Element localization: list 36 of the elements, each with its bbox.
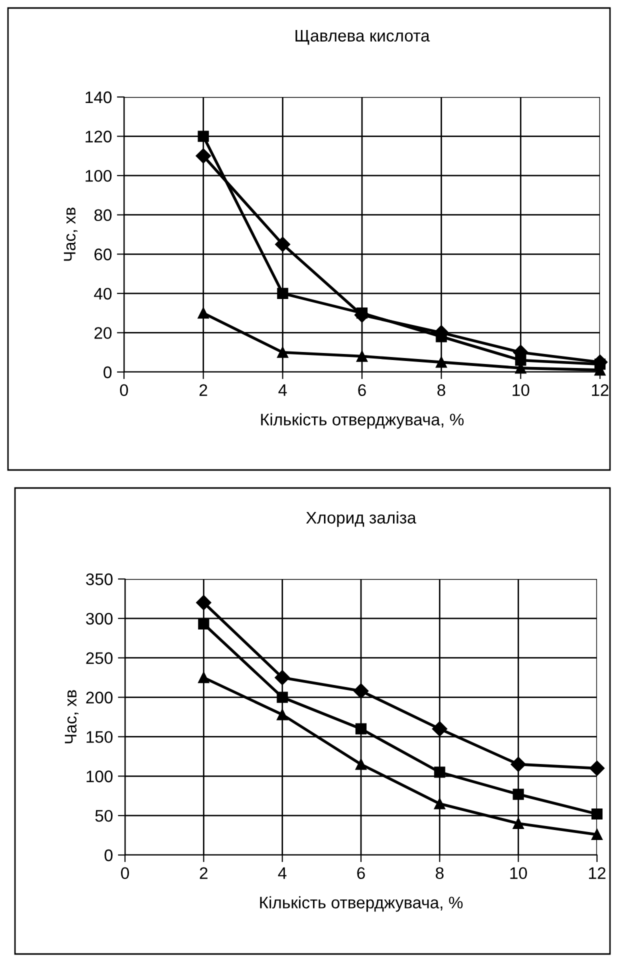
x-tick-label: 10 xyxy=(510,867,527,880)
x-tick-label: 2 xyxy=(200,867,208,879)
y-tick-label: 250 xyxy=(86,652,113,664)
x-axis-title: Кількість отверджувача, % xyxy=(261,413,464,429)
x-tick-label: 10 xyxy=(512,384,530,396)
x-tick-label: 6 xyxy=(358,384,366,396)
x-tick-label: 6 xyxy=(357,867,365,880)
y-tick-label: 50 xyxy=(95,810,113,822)
x-tick-label: 0 xyxy=(121,867,129,880)
y-tick-label: 80 xyxy=(94,209,112,222)
x-axis-title: Кількість отверджувача, % xyxy=(260,896,463,912)
chart-title: Щавлева кислота xyxy=(296,30,430,45)
y-axis-title: Час, хв xyxy=(64,690,79,744)
x-tick-label: 0 xyxy=(120,384,128,396)
y-tick-label: 100 xyxy=(86,170,112,182)
y-tick-label: 150 xyxy=(86,731,113,743)
y-tick-label: 0 xyxy=(104,849,113,862)
y-tick-label: 200 xyxy=(86,692,113,704)
y-tick-label: 0 xyxy=(104,366,112,378)
y-tick-label: 20 xyxy=(94,327,112,339)
y-tick-label: 140 xyxy=(86,91,112,104)
y-tick-label: 300 xyxy=(86,612,113,625)
x-tick-label: 2 xyxy=(200,384,208,396)
y-axis-title: Час, хв xyxy=(64,208,78,261)
x-tick-label: 12 xyxy=(589,867,606,879)
x-tick-label: 8 xyxy=(436,867,444,880)
y-tick-label: 60 xyxy=(94,248,112,260)
chart-title: Хлорид заліза xyxy=(306,511,416,527)
y-tick-label: 100 xyxy=(86,770,113,782)
x-tick-label: 4 xyxy=(278,867,286,879)
x-tick-label: 12 xyxy=(592,384,608,396)
y-tick-label: 120 xyxy=(86,130,112,142)
y-tick-label: 350 xyxy=(86,573,113,586)
x-tick-label: 4 xyxy=(278,384,287,396)
y-tick-label: 40 xyxy=(94,288,112,300)
x-tick-label: 8 xyxy=(437,384,446,396)
